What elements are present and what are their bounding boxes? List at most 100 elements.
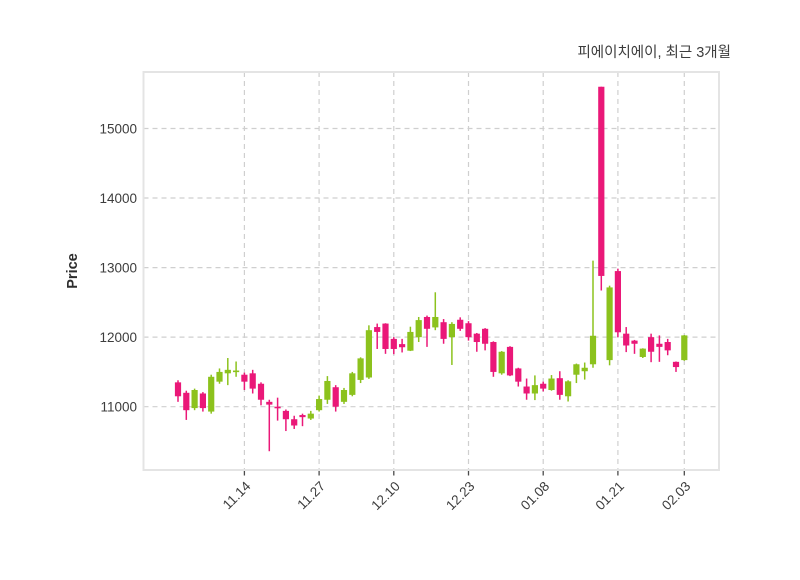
candle	[681, 335, 688, 361]
candle	[324, 376, 331, 404]
candle-body	[672, 361, 680, 368]
candle	[482, 328, 489, 351]
candle	[473, 332, 480, 352]
candle	[639, 348, 646, 359]
candle	[316, 395, 323, 412]
candle	[606, 285, 613, 366]
candle-body	[473, 333, 480, 343]
candle-body	[332, 387, 339, 407]
candle-body	[191, 390, 198, 409]
plot-border	[142, 71, 720, 471]
candle-body	[457, 319, 464, 329]
candle-body	[606, 287, 613, 361]
candle-body	[490, 342, 497, 372]
candle	[208, 374, 215, 414]
candle	[199, 392, 206, 412]
candle-body	[648, 337, 655, 352]
candle-body	[656, 343, 663, 347]
candle	[307, 410, 314, 420]
candle	[565, 380, 572, 402]
candle	[374, 323, 381, 349]
candle	[382, 323, 389, 354]
candle-body	[598, 86, 605, 276]
candle	[399, 338, 406, 353]
axis-tick-layer	[243, 471, 685, 476]
candle-body	[631, 340, 638, 344]
candle	[423, 315, 431, 347]
y-tick-label: 15000	[99, 121, 137, 136]
candle	[664, 338, 671, 356]
candle-layer	[174, 86, 688, 452]
candle	[548, 375, 555, 391]
candle	[598, 86, 605, 291]
candle-body	[208, 376, 215, 412]
candle	[589, 260, 597, 368]
candle-body	[498, 351, 505, 374]
candle-body	[623, 333, 630, 346]
candle	[448, 322, 455, 365]
candle	[407, 326, 414, 352]
candle-body	[565, 381, 572, 397]
candle-body	[664, 342, 671, 351]
candle-body	[423, 316, 431, 329]
candle-body	[465, 323, 472, 338]
candle	[365, 325, 372, 379]
candle-body	[241, 374, 248, 382]
candle	[415, 316, 422, 343]
candle-body	[581, 367, 588, 372]
candle	[183, 390, 190, 420]
candle	[465, 321, 472, 341]
candle-body	[266, 401, 273, 405]
candle	[299, 413, 306, 427]
candle	[249, 369, 256, 394]
candle	[672, 361, 680, 372]
candle-body	[224, 369, 231, 374]
candle-body	[183, 392, 190, 411]
candle-body	[282, 410, 289, 420]
y-tick-label: 14000	[99, 191, 137, 206]
y-tick-label: 12000	[99, 330, 137, 345]
candle-body	[556, 378, 563, 395]
candle-body	[448, 323, 455, 338]
chart-title: 피에이치에이, 최근 3개월	[577, 44, 731, 61]
candle-body	[340, 390, 348, 402]
candle-body	[589, 335, 597, 365]
candle-body	[349, 373, 356, 395]
candle-body	[407, 331, 414, 351]
candle	[440, 319, 447, 344]
candle	[291, 415, 298, 429]
candle	[349, 371, 356, 397]
candle	[581, 362, 588, 380]
candle-body	[432, 316, 439, 328]
candle	[432, 292, 439, 331]
candle-body	[216, 371, 223, 382]
candle-body	[506, 346, 514, 376]
candle-body	[382, 323, 389, 349]
candle	[340, 387, 348, 404]
candle-body	[233, 370, 240, 373]
candle-body	[548, 378, 555, 391]
candle	[631, 339, 638, 354]
candle-body	[523, 386, 530, 394]
candle	[490, 341, 497, 377]
candle	[540, 381, 547, 392]
candle-body	[531, 385, 538, 394]
candle-body	[681, 335, 688, 361]
candle-body	[299, 415, 306, 418]
candle	[623, 327, 630, 353]
candle-body	[199, 393, 206, 409]
candle	[531, 375, 538, 401]
candle-body	[257, 383, 265, 400]
y-tick-label: 13000	[99, 260, 137, 275]
candle	[241, 372, 248, 391]
candle-body	[357, 358, 364, 380]
candle-body	[307, 413, 314, 419]
candle	[274, 397, 281, 421]
candle	[357, 357, 364, 384]
y-axis-label: Price	[65, 253, 81, 288]
candle	[515, 367, 522, 387]
candle	[614, 268, 621, 338]
candle-body	[274, 406, 281, 409]
